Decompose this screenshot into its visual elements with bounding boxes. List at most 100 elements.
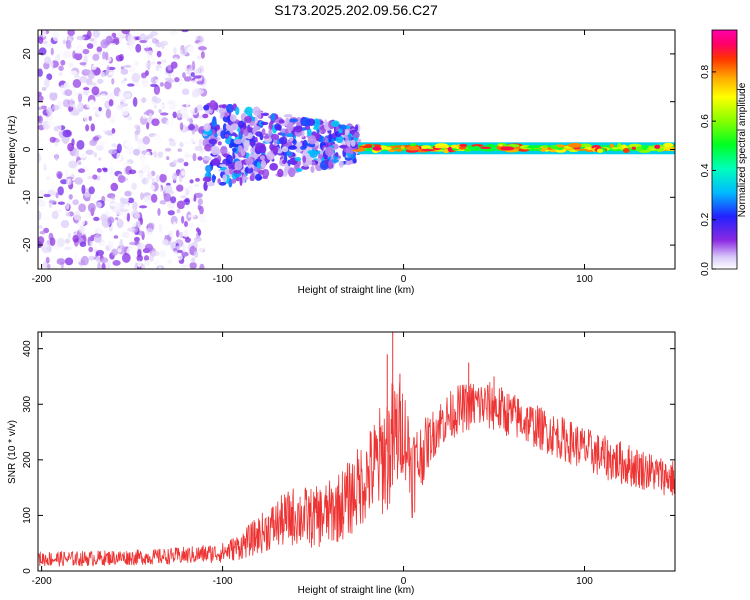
heatmap-cell: [224, 112, 228, 118]
heatmap-cell: [86, 222, 93, 227]
heatmap-cell: [305, 160, 313, 166]
heatmap-cell: [78, 217, 86, 227]
heatmap-cell: [76, 35, 86, 41]
heatmap-cell: [52, 264, 58, 269]
heatmap-cell: [92, 30, 101, 39]
colorbar-ticks: 0.0 0.2 0.4 0.6 0.8: [700, 64, 716, 276]
heatmap-cell: [205, 164, 212, 173]
heatmap-cell: [38, 225, 43, 229]
heatmap-cell: [189, 118, 194, 126]
heatmap-cell: [163, 192, 172, 202]
heatmap-cell: [328, 159, 333, 169]
heatmap-cell: [47, 209, 52, 215]
heatmap-cell: [226, 103, 235, 113]
heatmap-cell: [127, 197, 135, 204]
heatmap-cell: [254, 115, 258, 124]
heatmap-cell: [270, 133, 280, 140]
heatmap-cell: [346, 139, 351, 147]
heatmap-cell: [179, 122, 184, 131]
heatmap-cell: [100, 39, 109, 49]
x-tick-label: -200: [32, 274, 52, 285]
heatmap-cell: [137, 143, 146, 153]
heatmap-cell: [102, 51, 106, 60]
heatmap-cell: [116, 152, 122, 162]
heatmap-cell: [86, 30, 92, 39]
heatmap-cell: [229, 114, 237, 122]
heatmap-cell: [237, 120, 245, 128]
heatmap-cell: [338, 160, 344, 168]
heatmap-cell: [89, 241, 93, 247]
heatmap-cell: [93, 233, 102, 243]
heatmap-cell: [244, 106, 254, 116]
heatmap-cell: [158, 108, 162, 114]
heatmap-cell: [38, 106, 43, 111]
heatmap-cell: [183, 229, 189, 237]
heatmap-cell: [450, 144, 459, 149]
heatmap-cell: [123, 77, 128, 82]
heatmap-cell: [169, 196, 177, 204]
colorbar-tick-label: 0.2: [700, 212, 711, 226]
heatmap-cell: [38, 95, 44, 102]
heatmap-cell: [148, 113, 153, 118]
heatmap-cell: [49, 237, 56, 247]
heatmap-cell: [233, 139, 243, 145]
heatmap-cell: [272, 146, 279, 155]
heatmap-cell: [133, 81, 139, 86]
heatmap-cell: [172, 221, 177, 230]
heatmap-cell: [150, 193, 158, 203]
heatmap-cell: [255, 131, 263, 137]
heatmap-cell: [78, 203, 87, 213]
heatmap-cell: [41, 86, 47, 91]
heatmap-cell: [109, 175, 115, 180]
heatmap-cell: [68, 62, 74, 67]
heatmap-cell: [217, 178, 221, 184]
heatmap-cell: [121, 30, 131, 35]
colorbar-gradient: [711, 29, 738, 270]
heatmap-cell: [72, 199, 79, 206]
heatmap-cell: [92, 106, 99, 110]
heatmap-cell: [38, 210, 42, 221]
heatmap-cell: [141, 177, 149, 185]
heatmap-cell: [151, 215, 156, 223]
heatmap-cell: [81, 184, 86, 195]
heatmap-cell: [116, 97, 121, 106]
heatmap-cell: [406, 146, 420, 151]
heatmap-cell: [107, 232, 114, 242]
heatmap-cell: [38, 190, 47, 195]
heatmap-cell: [100, 141, 106, 146]
heatmap-cell: [108, 71, 115, 76]
heatmap-cell: [68, 70, 78, 76]
heatmap-cell: [183, 76, 192, 82]
heatmap-cell: [78, 161, 82, 165]
heatmap-cell: [175, 140, 181, 146]
heatmap-cell: [282, 159, 287, 165]
heatmap-cell: [159, 200, 167, 205]
y-tick-label: 20: [22, 48, 33, 60]
heatmap-cell: [176, 208, 181, 214]
snr-plot-area: [38, 332, 675, 571]
heatmap-cell: [86, 43, 94, 49]
heatmap-cell: [293, 125, 303, 133]
heatmap-cell: [198, 138, 203, 148]
heatmap-cell: [179, 231, 183, 239]
heatmap-cell: [195, 192, 204, 199]
heatmap-cell: [302, 155, 307, 163]
heatmap-cell: [197, 156, 203, 161]
heatmap-cell: [38, 152, 41, 163]
heatmap-cell: [459, 143, 468, 148]
heatmap-cell: [201, 220, 207, 229]
heatmap-cell: [217, 141, 222, 146]
heatmap-cell: [300, 145, 307, 150]
heatmap-cell: [142, 115, 147, 119]
heatmap-cell: [259, 169, 265, 175]
heatmap-cell: [120, 80, 125, 84]
y-tick-label: 400: [22, 340, 33, 357]
heatmap-cell: [147, 172, 153, 180]
heatmap-cell: [245, 157, 254, 165]
heatmap-cell: [181, 30, 189, 33]
heatmap-cell: [579, 143, 592, 148]
heatmap-cell: [276, 124, 282, 131]
heatmap-cell: [105, 130, 113, 136]
heatmap-cell: [51, 184, 58, 192]
heatmap-cell: [44, 43, 53, 48]
